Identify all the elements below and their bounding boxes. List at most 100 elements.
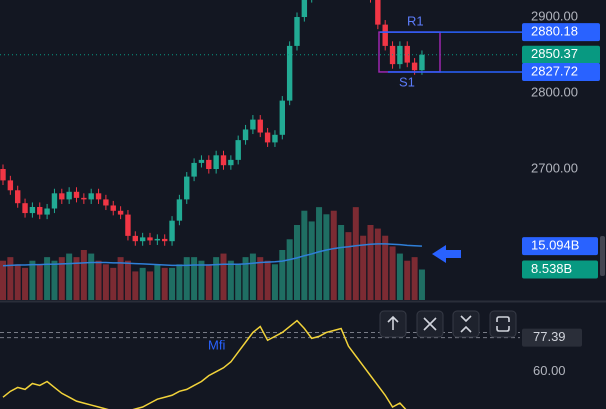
candle-body <box>404 45 410 63</box>
candle-body <box>110 205 116 211</box>
candle-body <box>382 24 388 46</box>
volume-bar <box>183 257 190 300</box>
volume-bar <box>154 264 161 300</box>
volume-bar <box>88 253 95 300</box>
volume-bar <box>161 267 168 300</box>
candle-body <box>250 119 256 130</box>
volume-bar <box>404 260 411 300</box>
candle-body <box>191 162 197 177</box>
candle-body <box>294 17 300 46</box>
y-tick-label: 2800.00 <box>531 84 578 99</box>
volume-bar <box>51 260 58 300</box>
volume-bar <box>198 260 205 300</box>
volume-bar <box>73 257 80 300</box>
y-tick-label: 2900.00 <box>531 8 578 23</box>
volume-bar <box>169 267 176 300</box>
volume-bar <box>323 214 330 300</box>
candle-body <box>235 140 241 160</box>
volume-bar <box>227 260 234 300</box>
volume-bar <box>58 257 65 300</box>
volume-bar <box>382 235 389 300</box>
candle-body <box>29 206 36 214</box>
price-label: 2880.18 <box>531 24 578 39</box>
volume-bar <box>117 257 124 300</box>
candle-body <box>220 155 227 166</box>
price-label-box <box>522 62 600 81</box>
mfi-pane <box>0 319 520 409</box>
volume-bar <box>374 228 381 300</box>
volume-bar <box>345 232 352 300</box>
candle-body <box>0 168 6 181</box>
volume-bar <box>411 257 418 300</box>
maximize-button[interactable] <box>489 310 517 338</box>
volume-bar <box>360 235 367 300</box>
volume-bar <box>308 221 315 300</box>
candle-body <box>15 190 21 204</box>
candle-body <box>213 155 219 169</box>
mfi-title: Mfi <box>208 337 225 352</box>
candle-body <box>88 193 94 200</box>
candle-body <box>66 191 72 200</box>
candle-body <box>264 132 271 143</box>
volume-bar <box>102 264 109 300</box>
candle-body <box>419 54 425 71</box>
candle-body <box>73 191 80 198</box>
candle-body <box>44 208 50 215</box>
candle-body <box>286 45 293 101</box>
volume-bar <box>66 253 73 300</box>
mfi-level-box <box>522 328 582 347</box>
candle-body <box>198 159 205 163</box>
candle-body <box>125 214 131 236</box>
candle-body <box>375 0 381 25</box>
candle-body <box>272 134 278 143</box>
candle-body <box>51 193 58 209</box>
volume-bar <box>0 260 6 300</box>
candle-body <box>37 206 43 215</box>
volume-bar <box>249 253 256 300</box>
volume-bar <box>205 264 212 300</box>
icon <box>460 315 472 333</box>
volume-bar <box>286 239 293 300</box>
arrow-indicator <box>432 245 461 263</box>
candle-body <box>154 238 161 241</box>
volume-ma-line <box>2 243 422 267</box>
volume-bar <box>29 260 36 300</box>
candle-body <box>411 62 418 71</box>
volume-bar <box>95 260 102 300</box>
candle-body <box>162 238 168 242</box>
candle-body <box>95 193 102 200</box>
volume-bar <box>147 271 153 300</box>
volume-bar <box>44 257 51 300</box>
volume-bar <box>220 253 227 300</box>
candle-body <box>184 176 190 200</box>
candle-body <box>139 237 146 242</box>
volume-bar <box>279 250 286 300</box>
volume-bar <box>271 264 278 300</box>
volume-bar <box>338 225 345 300</box>
candle-body <box>132 235 138 242</box>
candle-body <box>228 159 234 166</box>
scrollbar[interactable] <box>600 236 605 276</box>
icon <box>387 315 399 330</box>
volume-label: 15.094B <box>531 238 579 253</box>
volume-bar <box>176 264 183 300</box>
volume-bar <box>418 269 425 300</box>
volume-bar <box>396 253 403 300</box>
collapse-button[interactable] <box>452 310 480 338</box>
mfi-tick-label: 60.00 <box>533 363 566 378</box>
volume-bar <box>235 264 242 300</box>
volume-bar <box>124 260 131 300</box>
volume-bar <box>352 207 359 300</box>
candle-body <box>206 159 212 169</box>
candle-body <box>7 180 14 191</box>
volume-bar <box>389 246 396 300</box>
volume-label: 8.538B <box>531 261 572 276</box>
candle-body <box>22 203 28 214</box>
volume-bar <box>367 225 374 300</box>
candle-body <box>242 129 249 141</box>
candle-body <box>397 45 403 65</box>
volume-bar <box>264 260 271 300</box>
y-tick-label: 2700.00 <box>531 160 578 175</box>
